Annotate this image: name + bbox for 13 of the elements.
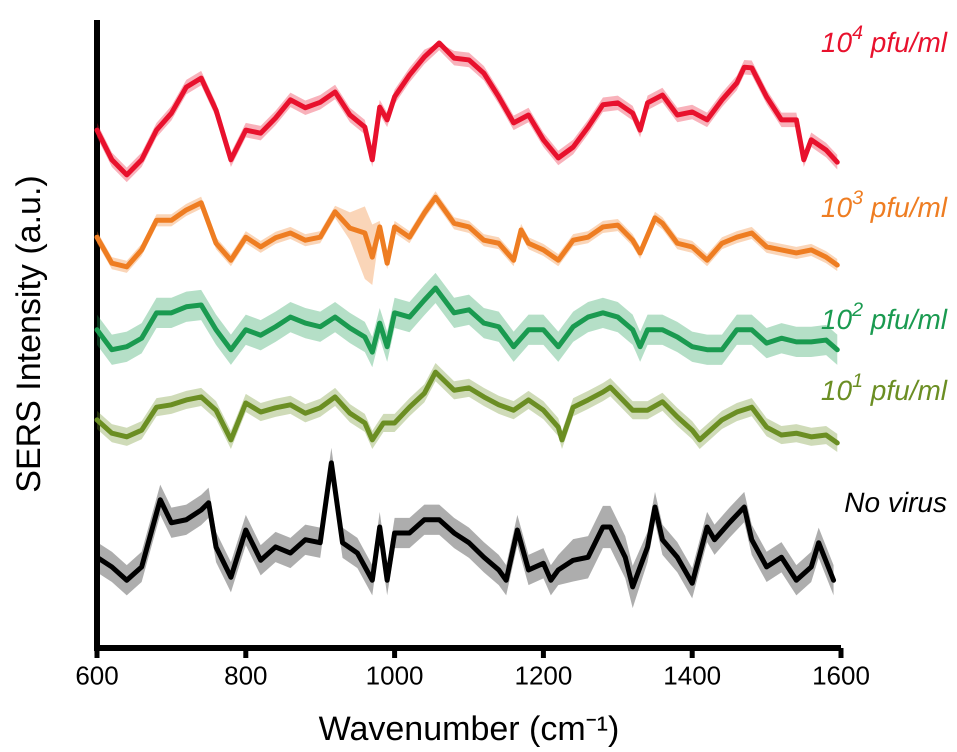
series-label: 10$^{1}$ pfu/ml (820, 370, 948, 406)
series-label: No virus (844, 487, 947, 518)
x-tick-label: 1600 (812, 660, 870, 690)
x-axis-title: Wavenumber (cm⁻¹) (318, 710, 620, 748)
x-tick-label: 1000 (366, 660, 424, 690)
series-label: 10$^{2}$ pfu/ml (820, 299, 948, 336)
y-axis-title: SERS Intensity (a.u.) (10, 175, 48, 493)
x-tick-label: 1200 (514, 660, 572, 690)
x-tick-label: 1400 (663, 660, 722, 690)
series-label: 10$^{3}$ pfu/ml (820, 187, 948, 224)
text: 10$^{4}$ pfu/ml (820, 22, 948, 58)
x-tick-label: 800 (224, 660, 268, 690)
x-tick-label: 600 (75, 660, 119, 690)
